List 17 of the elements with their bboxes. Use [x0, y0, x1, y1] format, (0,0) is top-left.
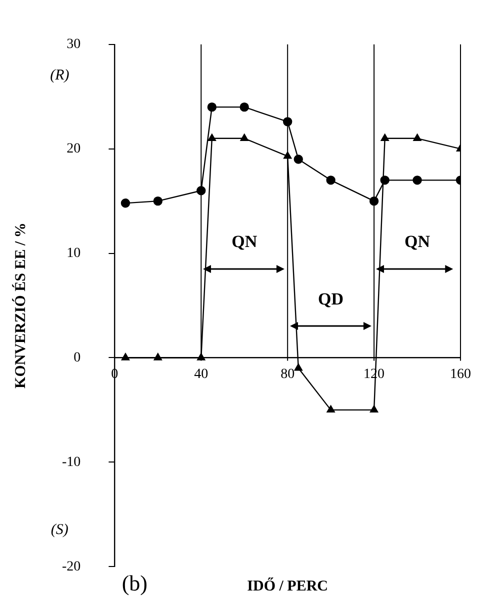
- y-tick-label: -20: [62, 559, 81, 574]
- x-tick-label: 40: [194, 366, 208, 382]
- text: (R): [50, 68, 70, 84]
- y-tick-label: -10: [62, 454, 81, 470]
- y-axis-title: KONVERZIÓ ÉS EE / %: [12, 222, 29, 388]
- text: (b): [122, 570, 148, 596]
- x-axis-title: IDŐ / PERC: [247, 576, 328, 594]
- x-tick-label: 160: [450, 366, 471, 382]
- annotation: QN: [404, 232, 431, 252]
- y-tick-label: 30: [66, 37, 81, 52]
- y-tick-label: 20: [66, 142, 81, 157]
- annotation: QD: [318, 290, 344, 309]
- annotation: QN: [232, 232, 258, 252]
- y-tick-label: 0: [74, 350, 81, 366]
- y-tick-label: 10: [66, 246, 81, 261]
- x-tick-label: 80: [280, 366, 295, 382]
- text: (S): [50, 522, 68, 538]
